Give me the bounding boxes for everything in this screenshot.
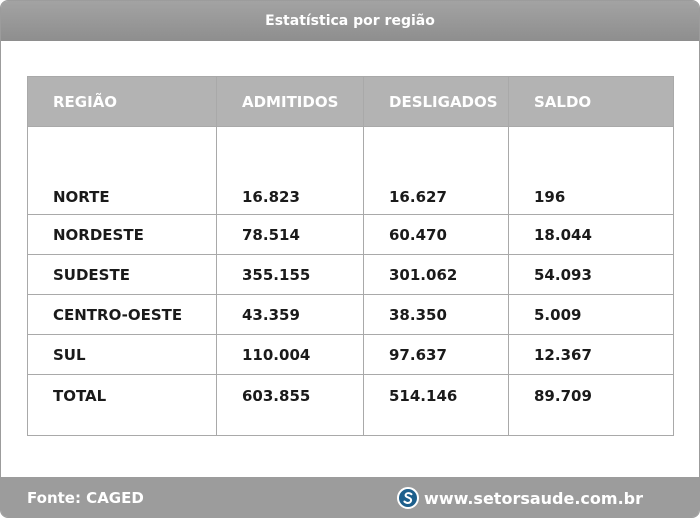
content-area: REGIÃO ADMITIDOS DESLIGADOS SALDO NORTE … <box>1 41 699 477</box>
cell-saldo: 5.009 <box>508 294 674 335</box>
table-row: SUDESTE 355.155 301.062 54.093 <box>27 254 674 295</box>
cell-region: NORTE <box>27 126 217 215</box>
site-link[interactable]: www.setorsaude.com.br <box>397 477 643 517</box>
cell-desligados: 514.146 <box>363 374 509 436</box>
footer-bar: Fonte: CAGED www.setorsaude.com.br <box>1 477 699 517</box>
source-label: Fonte: CAGED <box>27 489 144 507</box>
cell-saldo: 18.044 <box>508 214 674 255</box>
cell-desligados: 301.062 <box>363 254 509 295</box>
cell-admitidos: 16.823 <box>216 126 364 215</box>
header-saldo: SALDO <box>508 76 674 127</box>
region-stats-table: REGIÃO ADMITIDOS DESLIGADOS SALDO NORTE … <box>27 76 674 436</box>
cell-admitidos: 43.359 <box>216 294 364 335</box>
table-row-total: TOTAL 603.855 514.146 89.709 <box>27 374 674 436</box>
cell-desligados: 16.627 <box>363 126 509 215</box>
cell-admitidos: 78.514 <box>216 214 364 255</box>
cell-desligados: 60.470 <box>363 214 509 255</box>
table-row: SUL 110.004 97.637 12.367 <box>27 334 674 375</box>
page-title: Estatística por região <box>265 13 435 29</box>
header-desligados: DESLIGADOS <box>363 76 509 127</box>
cell-saldo: 12.367 <box>508 334 674 375</box>
table-row: NORDESTE 78.514 60.470 18.044 <box>27 214 674 255</box>
cell-saldo: 196 <box>508 126 674 215</box>
header-regiao: REGIÃO <box>27 76 217 127</box>
cell-saldo: 54.093 <box>508 254 674 295</box>
cell-admitidos: 355.155 <box>216 254 364 295</box>
cell-region: TOTAL <box>27 374 217 436</box>
cell-region: SUL <box>27 334 217 375</box>
title-bar: Estatística por região <box>1 1 699 41</box>
table-row: CENTRO-OESTE 43.359 38.350 5.009 <box>27 294 674 335</box>
cell-region: SUDESTE <box>27 254 217 295</box>
site-url: www.setorsaude.com.br <box>424 488 643 508</box>
cell-saldo: 89.709 <box>508 374 674 436</box>
cell-desligados: 97.637 <box>363 334 509 375</box>
setorsaude-logo-icon <box>397 487 420 509</box>
table-row: NORTE 16.823 16.627 196 <box>27 126 674 215</box>
cell-region: CENTRO-OESTE <box>27 294 217 335</box>
cell-admitidos: 110.004 <box>216 334 364 375</box>
cell-desligados: 38.350 <box>363 294 509 335</box>
table-header-row: REGIÃO ADMITIDOS DESLIGADOS SALDO <box>27 76 674 127</box>
header-admitidos: ADMITIDOS <box>216 76 364 127</box>
cell-admitidos: 603.855 <box>216 374 364 436</box>
cell-region: NORDESTE <box>27 214 217 255</box>
